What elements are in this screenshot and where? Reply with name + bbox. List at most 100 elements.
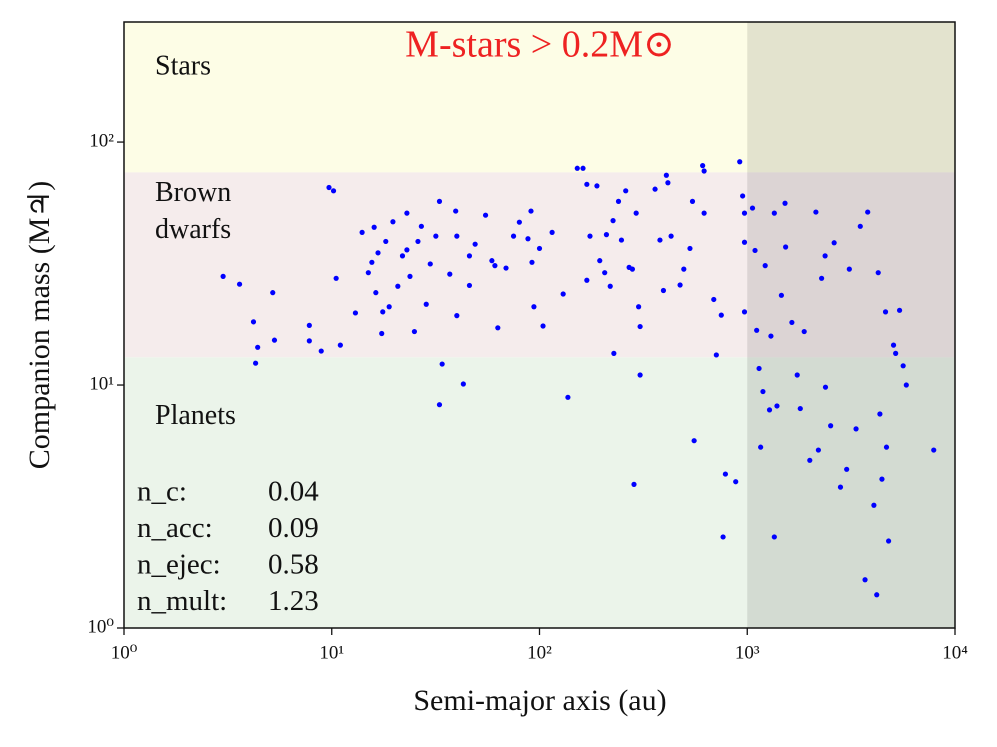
point bbox=[797, 405, 803, 412]
point bbox=[399, 253, 406, 259]
shaded-label: M-stars > 0.2M⊙ bbox=[405, 24, 675, 66]
point bbox=[472, 241, 478, 247]
point bbox=[528, 208, 534, 214]
region-label: dwarfs bbox=[155, 214, 231, 245]
point bbox=[482, 212, 489, 218]
stat-value: 0.09 bbox=[268, 512, 319, 544]
point bbox=[766, 407, 773, 413]
point bbox=[758, 444, 764, 450]
point bbox=[879, 476, 885, 482]
point bbox=[713, 352, 719, 358]
point bbox=[373, 290, 379, 296]
point bbox=[782, 200, 788, 206]
point bbox=[580, 165, 586, 171]
stat-label: n_acc: bbox=[137, 512, 213, 544]
point bbox=[489, 258, 495, 264]
point bbox=[379, 330, 385, 337]
region bbox=[124, 22, 955, 173]
point bbox=[584, 181, 590, 187]
point bbox=[668, 233, 674, 239]
point bbox=[794, 372, 800, 378]
point bbox=[529, 259, 535, 265]
point bbox=[636, 304, 642, 310]
point bbox=[565, 394, 571, 400]
point bbox=[503, 265, 509, 271]
point bbox=[711, 296, 717, 303]
point bbox=[236, 281, 243, 287]
point bbox=[768, 333, 774, 339]
point bbox=[560, 291, 566, 297]
y-axis-label: Companion mass (M♃) bbox=[23, 181, 56, 470]
point bbox=[771, 210, 777, 216]
point bbox=[427, 261, 433, 267]
point bbox=[611, 350, 617, 356]
point bbox=[741, 309, 748, 315]
point bbox=[220, 273, 226, 279]
stat-value: 0.04 bbox=[268, 476, 319, 508]
point bbox=[657, 237, 663, 243]
point bbox=[597, 258, 603, 264]
x-axis-label: Semi-major axis (au) bbox=[413, 684, 666, 717]
point bbox=[603, 232, 610, 238]
shaded-region bbox=[747, 22, 955, 628]
point bbox=[882, 309, 889, 315]
point bbox=[687, 245, 693, 252]
stat-label: n_c: bbox=[137, 476, 187, 508]
point bbox=[536, 245, 543, 252]
point bbox=[844, 466, 850, 472]
point bbox=[718, 312, 724, 318]
point bbox=[883, 444, 890, 450]
point bbox=[631, 481, 637, 487]
point bbox=[689, 198, 696, 204]
point bbox=[610, 218, 616, 224]
point bbox=[871, 502, 877, 508]
point bbox=[453, 208, 459, 214]
point bbox=[418, 223, 424, 229]
point bbox=[733, 479, 739, 485]
point bbox=[819, 275, 825, 281]
point bbox=[574, 165, 580, 171]
point bbox=[250, 319, 257, 325]
point bbox=[762, 263, 768, 269]
point bbox=[893, 350, 899, 356]
stat-label: n_mult: bbox=[137, 585, 227, 617]
point bbox=[540, 323, 546, 329]
point bbox=[846, 266, 852, 272]
point bbox=[807, 457, 813, 463]
point bbox=[865, 209, 871, 215]
region-label: Planets bbox=[155, 400, 236, 431]
region-label: Stars bbox=[155, 50, 211, 81]
point bbox=[436, 402, 443, 408]
point bbox=[660, 287, 667, 294]
point bbox=[375, 250, 381, 256]
point bbox=[337, 342, 343, 348]
point bbox=[333, 275, 339, 281]
point bbox=[756, 365, 762, 372]
x-tick-label: 10² bbox=[527, 642, 552, 663]
point bbox=[754, 327, 760, 333]
point bbox=[359, 229, 365, 235]
point bbox=[623, 188, 629, 194]
point bbox=[383, 238, 389, 245]
y-tick-label: 10¹ bbox=[89, 373, 114, 394]
point bbox=[423, 301, 429, 307]
point bbox=[813, 209, 819, 215]
x-tick-label: 10¹ bbox=[319, 642, 344, 663]
point bbox=[439, 361, 445, 367]
point bbox=[663, 172, 669, 178]
point bbox=[771, 534, 777, 540]
point bbox=[652, 186, 658, 192]
point bbox=[801, 328, 807, 335]
point bbox=[271, 337, 278, 343]
point bbox=[896, 307, 903, 313]
point bbox=[701, 210, 707, 216]
point bbox=[677, 282, 683, 288]
stat-label: n_ejec: bbox=[137, 549, 221, 581]
point bbox=[587, 233, 593, 239]
point bbox=[594, 183, 600, 189]
point bbox=[931, 447, 937, 453]
point bbox=[822, 384, 829, 390]
point bbox=[386, 304, 392, 310]
point bbox=[900, 363, 906, 369]
